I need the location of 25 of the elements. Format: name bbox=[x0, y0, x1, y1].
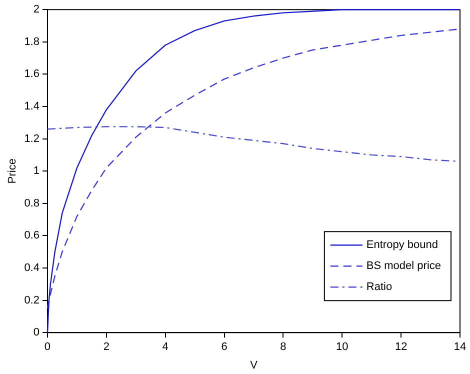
line-series bbox=[46, 126, 461, 162]
x-axis-title: V bbox=[250, 359, 258, 372]
x-tick-label: 12 bbox=[394, 341, 408, 354]
x-tick-label: 0 bbox=[44, 341, 51, 354]
legend-label: Ratio bbox=[366, 281, 392, 294]
y-tick-label: 0.8 bbox=[24, 197, 40, 210]
y-axis-title: Price bbox=[6, 158, 19, 184]
y-tick-label: 0.4 bbox=[24, 262, 40, 274]
x-tick-label: 4 bbox=[162, 341, 168, 354]
legend-label: BS model price bbox=[366, 260, 442, 272]
y-tick-label: 1.4 bbox=[24, 100, 40, 113]
y-tick-label: 1.2 bbox=[24, 132, 40, 145]
x-tick-label: 6 bbox=[221, 341, 228, 354]
y-tick-label: 1 bbox=[33, 165, 40, 178]
x-tick-label: 8 bbox=[280, 341, 286, 354]
y-tick-label: 2 bbox=[33, 4, 40, 16]
x-tick-label: 14 bbox=[454, 341, 466, 354]
y-tick-label: 0 bbox=[33, 326, 40, 339]
y-tick-label: 1.8 bbox=[24, 36, 40, 48]
y-tick-label: 1.6 bbox=[24, 68, 40, 80]
y-tick-label: 0.2 bbox=[24, 294, 40, 306]
x-tick-label: 2 bbox=[103, 341, 110, 354]
legend-label: Entropy bound bbox=[366, 239, 438, 252]
y-tick-label: 0.6 bbox=[24, 230, 40, 242]
x-tick-label: 10 bbox=[336, 341, 348, 354]
